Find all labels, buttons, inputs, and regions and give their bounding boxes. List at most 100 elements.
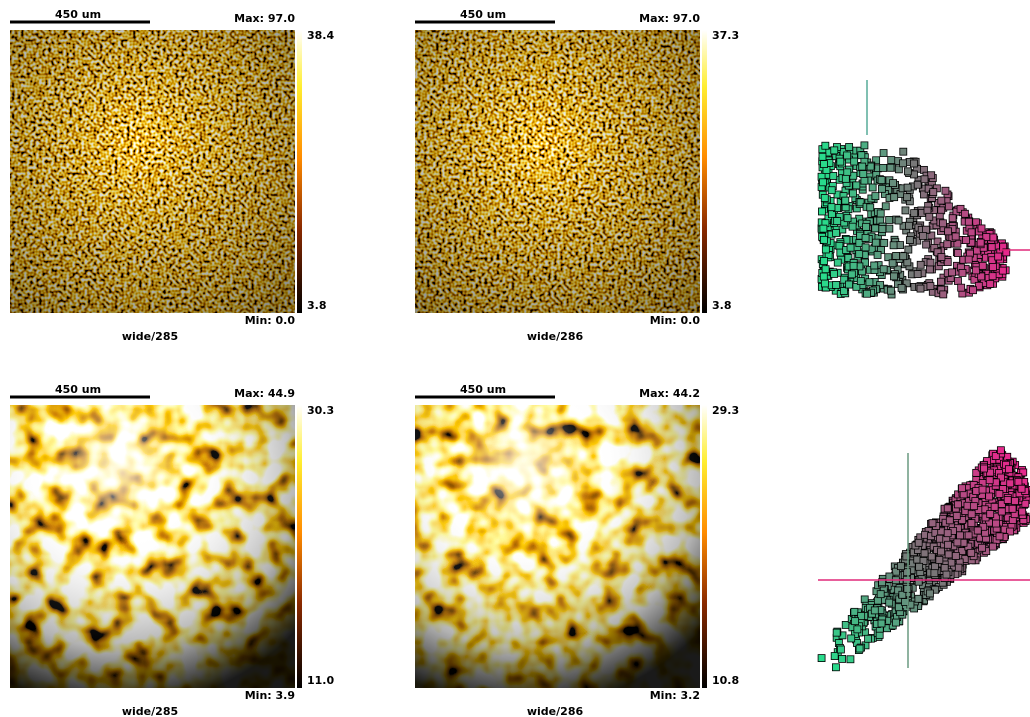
scatter-point: [846, 281, 853, 288]
scatter-point: [978, 225, 985, 232]
colorbar-bottom: 11.0: [307, 674, 334, 687]
scatter-point: [820, 273, 827, 280]
scatter-point: [874, 597, 881, 604]
scatter-point: [822, 266, 829, 273]
scatter-point: [915, 539, 922, 546]
scatter-point: [944, 241, 951, 248]
scatter-point: [926, 266, 933, 273]
scatter-point: [957, 532, 964, 539]
scatter-point: [968, 229, 975, 236]
scatter-point: [979, 486, 986, 493]
scatter-point: [892, 619, 899, 626]
scatter-point: [887, 164, 894, 171]
scatter-point: [968, 520, 975, 527]
scatter-point: [877, 591, 884, 598]
scatter-point: [903, 553, 910, 560]
scatter-point: [833, 229, 840, 236]
scatter-point: [856, 251, 863, 258]
scatter-point: [881, 239, 888, 246]
scatter-point: [890, 242, 897, 249]
scatter-point: [844, 152, 851, 159]
scatter-point: [987, 510, 994, 517]
scatter-point: [833, 281, 840, 288]
scatter-point: [831, 147, 838, 154]
scatter-point: [886, 216, 893, 223]
max-label: Max: 44.9: [234, 387, 295, 400]
scatter-point: [834, 259, 841, 266]
scatter-point: [979, 262, 986, 269]
scatter-point: [872, 239, 879, 246]
scatter-point: [936, 556, 943, 563]
scatter-point: [949, 215, 956, 222]
scatter-point: [965, 256, 972, 263]
scatter-point: [929, 520, 936, 527]
scatter-point: [818, 655, 825, 662]
max-label: Max: 97.0: [234, 12, 295, 25]
scatter-point: [886, 225, 893, 232]
scatter-point: [914, 181, 921, 188]
scatter-point: [880, 150, 887, 157]
scatter-point: [850, 262, 857, 269]
image-shading: [10, 30, 295, 313]
scatter-point: [964, 502, 971, 509]
scatter-point: [890, 273, 897, 280]
scatter-point: [948, 559, 955, 566]
scatter-point: [819, 179, 826, 186]
scatter-point: [859, 163, 866, 170]
page: {"panels": [ {"scale_bar": "450 um", "ma…: [0, 0, 1030, 717]
scatter-point: [879, 225, 886, 232]
scatter-point: [941, 565, 948, 572]
scatter-point: [953, 512, 960, 519]
scatter-point: [968, 549, 975, 556]
scatter-point: [988, 244, 995, 251]
colorbar-bottom: 3.8: [712, 299, 732, 312]
scatter-point: [959, 269, 966, 276]
scatter-point: [890, 180, 897, 187]
scatter-point: [861, 177, 868, 184]
scatter-point: [877, 210, 884, 217]
scatter-point: [833, 629, 840, 636]
scatter-point: [856, 645, 863, 652]
scatter-point: [818, 208, 825, 215]
scatter-point: [861, 142, 868, 149]
scatter-point: [958, 284, 965, 291]
scatter-point: [928, 172, 935, 179]
scatter-point: [1007, 480, 1014, 487]
scatter-point: [822, 246, 829, 253]
scatter-point: [910, 160, 917, 167]
scatter-point: [891, 194, 898, 201]
scatter-point: [1015, 478, 1022, 485]
scatter-point: [938, 548, 945, 555]
min-label: Min: 3.9: [245, 689, 295, 702]
scatter-point: [945, 551, 952, 558]
scatter-point: [849, 190, 856, 197]
scatter-point: [927, 283, 934, 290]
scatter-point: [830, 172, 837, 179]
image-shading: [10, 405, 295, 688]
scatter-point: [965, 532, 972, 539]
scatter-point: [980, 465, 987, 472]
scatter-point: [945, 541, 952, 548]
scatter-point: [869, 184, 876, 191]
scatter-point: [954, 250, 961, 257]
scatter-point: [954, 539, 961, 546]
scatter-point: [851, 608, 858, 615]
scatter-point: [1011, 498, 1018, 505]
scatter-point: [1004, 496, 1011, 503]
scatter-point: [989, 273, 996, 280]
colorbar: [297, 30, 302, 313]
scatter-point: [878, 177, 885, 184]
scatter-point: [965, 218, 972, 225]
scatter-point: [878, 185, 885, 192]
max-label: Max: 97.0: [639, 12, 700, 25]
screen: 450 umMax: 97.038.43.8Min: 0.0wide/28545…: [0, 0, 1030, 717]
scatter-point: [991, 503, 998, 510]
scatter-point: [852, 618, 859, 625]
colorbar-top: 37.3: [712, 29, 739, 42]
scatter-point: [936, 535, 943, 542]
scatter-point: [954, 278, 961, 285]
scatter-point: [989, 543, 996, 550]
scatter-point: [915, 595, 922, 602]
scatter-point: [986, 493, 993, 500]
scatter-point: [888, 157, 895, 164]
